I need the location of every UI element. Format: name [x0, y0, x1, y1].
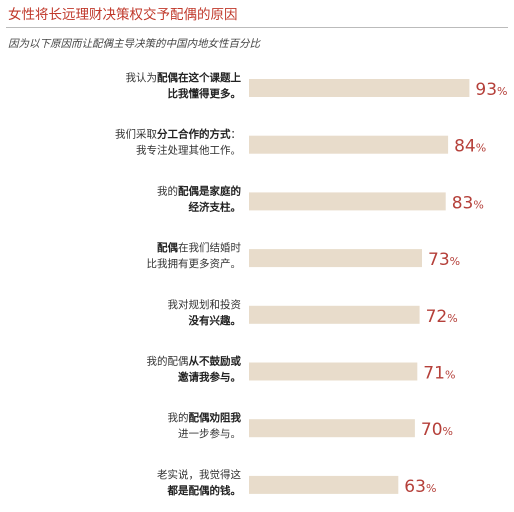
value-label-1: 93% [475, 80, 507, 100]
bar-8 [249, 475, 399, 494]
bar-7 [249, 419, 415, 438]
title-divider [6, 27, 508, 28]
category-label-7: 我的配偶劝阻我进一步参与。 [168, 411, 242, 440]
bar-4 [249, 249, 422, 268]
value-label-5: 72% [426, 307, 458, 327]
category-label-1: 我认为配偶在这个课题上比我懂得更多。 [126, 71, 242, 100]
value-label-2: 84% [454, 137, 486, 157]
bar-3 [249, 192, 446, 211]
category-label-5: 我对规划和投资没有兴趣。 [168, 298, 242, 327]
category-label-3: 我的配偶是家庭的经济支柱。 [157, 184, 241, 213]
value-label-6: 71% [423, 364, 455, 384]
bar-1 [249, 79, 470, 97]
category-label-2: 我们采取分工合作的方式：我专注处理其他工作。 [115, 128, 241, 157]
bar-5 [249, 305, 420, 324]
value-label-8: 63% [404, 477, 436, 497]
value-label-4: 73% [428, 250, 460, 270]
chart-subtitle: 因为以下原因而让配偶主导决策的中国内地女性百分比 [8, 38, 260, 50]
bar-2 [249, 135, 449, 154]
bar-6 [249, 362, 418, 381]
chart-title: 女性将长远理财决策权交予配偶的原因 [8, 7, 238, 23]
category-label-6: 我的配偶从不鼓励或邀请我参与。 [147, 355, 242, 384]
value-label-7: 70% [421, 420, 453, 440]
category-label-8: 老实说，我觉得这都是配偶的钱。 [157, 468, 241, 497]
category-label-4: 配偶在我们结婚时比我拥有更多资产。 [147, 241, 242, 270]
value-label-3: 83% [452, 193, 484, 213]
